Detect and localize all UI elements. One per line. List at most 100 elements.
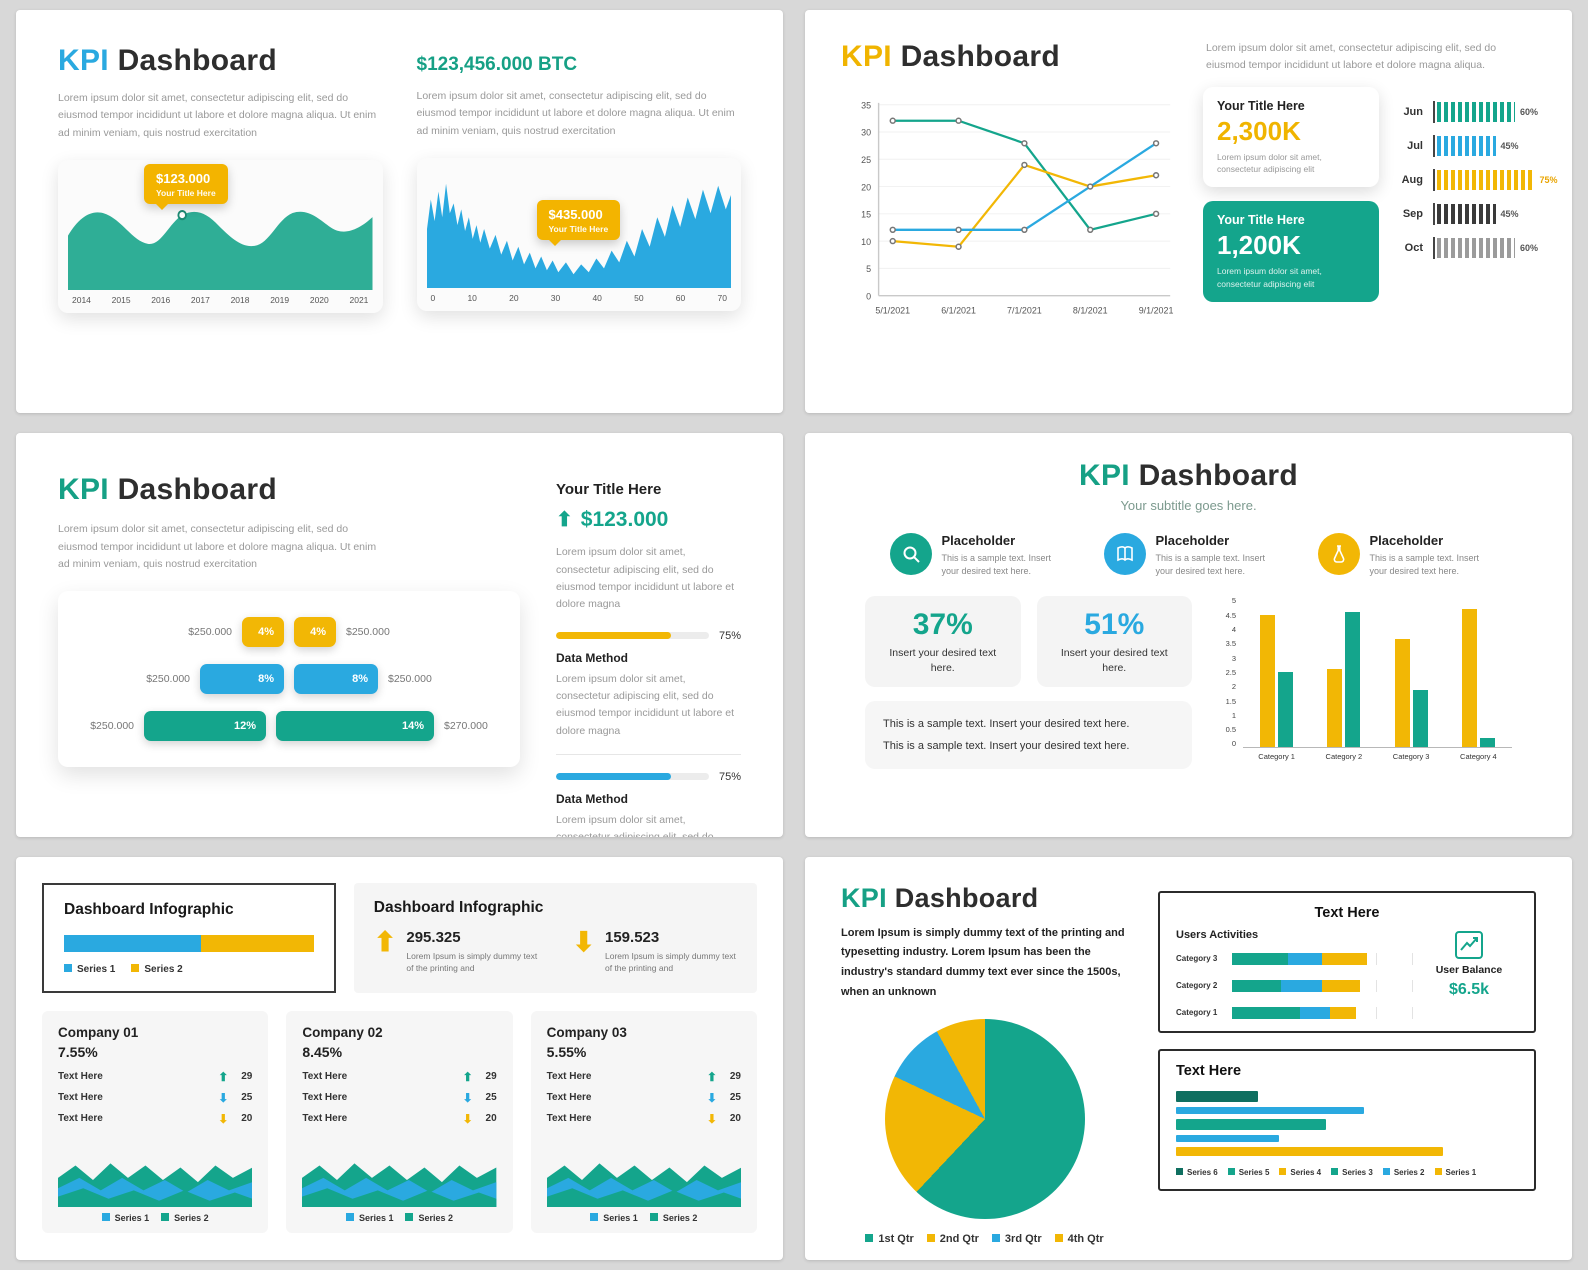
btc-heading: $123,456.000 BTC: [416, 54, 578, 75]
slide5-top-row: Dashboard Infographic Series 1 Series 2 …: [42, 882, 757, 993]
amount-row: ⬆ $123.000: [556, 508, 741, 532]
amount-label: $250.000: [388, 673, 432, 686]
y-tick-label: 25: [861, 155, 871, 165]
x-tick-label: 6/1/2021: [941, 305, 976, 315]
users-activities-chart: Users Activities Category 3: [1176, 929, 1420, 1019]
progress-text: Lorem ipsum dolor sit amet, consectetur …: [556, 813, 714, 837]
sample-text-line: This is a sample text. Insert your desir…: [883, 739, 1130, 752]
progress-row: 75%: [556, 630, 741, 642]
slide4-bottom: 37% Insert your desired text here. 51% I…: [839, 596, 1538, 769]
kpi-value: 20: [241, 1113, 253, 1125]
kpi-row: Text Here ⬇ 25: [547, 1091, 741, 1105]
blue-segment: [1288, 952, 1323, 965]
legend-swatch: [1382, 1167, 1390, 1175]
x-tick-label: 0: [430, 292, 436, 303]
amount-label: $250.000: [90, 720, 134, 733]
company-percent: 8.45%: [302, 1043, 343, 1060]
stacked-bar: [1232, 979, 1420, 992]
kpi-value: 25: [729, 1092, 741, 1104]
percent-label: 75%: [1539, 174, 1558, 185]
placeholder-text: This is a sample text. Insert your desir…: [941, 553, 1052, 577]
legend: Series 1 Series 2: [58, 1212, 252, 1223]
legend-swatch: [649, 1212, 658, 1221]
card-text: Lorem ipsum dolor sit amet, consectetur …: [1217, 151, 1322, 174]
placeholder-row: Placeholder This is a sample text. Inser…: [839, 533, 1538, 578]
y-tick-label: 4: [1231, 625, 1236, 635]
blue-segment: [1280, 979, 1323, 992]
kpi-row: Text Here ⬇ 25: [58, 1091, 252, 1105]
x-tick-label: 30: [550, 292, 561, 303]
bar-fill: [1437, 169, 1535, 190]
x-tick-label: 5/1/2021: [875, 305, 910, 315]
company-name: Company 02: [302, 1024, 383, 1040]
card-value: 2,300K: [1217, 115, 1301, 146]
placeholder-text-block: Placeholder This is a sample text. Inser…: [1156, 533, 1274, 578]
blue-segment: [1299, 1006, 1330, 1019]
legend: Series 1 Series 2: [547, 1212, 741, 1223]
legend-swatch: [1227, 1167, 1235, 1175]
kpi-label: Text Here: [302, 1071, 348, 1083]
horizontal-bars: [1176, 1090, 1518, 1156]
slide-5: Dashboard Infographic Series 1 Series 2 …: [16, 856, 783, 1260]
green-area-chart: [68, 209, 373, 290]
amount-label: $270.000: [444, 720, 488, 733]
pie-legend: 1st Qtr 2nd Qtr 3rd Qtr 4th Qtr: [841, 1233, 1128, 1245]
legend-label: Series 2: [662, 1212, 698, 1223]
yellow-segment: [1322, 952, 1368, 965]
month-label: Oct: [1404, 241, 1423, 254]
legend-label: Series 5: [1238, 1167, 1270, 1177]
legend-item: Series 1: [1434, 1167, 1476, 1177]
series-bar: [1176, 1146, 1443, 1156]
percent-label: 45%: [1500, 140, 1519, 151]
amount-label: $250.000: [146, 673, 190, 686]
y-tick-label: 5: [866, 264, 871, 274]
bar-group: [1260, 615, 1294, 748]
legend-swatch: [345, 1212, 354, 1221]
x-tick-label: 2018: [230, 294, 250, 305]
legend-item: Series 2: [405, 1212, 453, 1223]
y-tick-label: 2: [1231, 682, 1236, 692]
placeholder-title: Placeholder: [1155, 533, 1230, 549]
slide4-subtitle: Your subtitle goes here.: [1120, 498, 1257, 514]
bar-fill: [1437, 203, 1496, 224]
percent-badge: 4%: [242, 617, 284, 648]
kpi-label: Text Here: [546, 1092, 592, 1104]
stat-value: 159.523: [605, 928, 660, 946]
percent-badge: 4%: [294, 617, 336, 648]
company-percent: 5.55%: [546, 1043, 587, 1060]
kpi-value: 20: [485, 1113, 497, 1125]
category-label: Category 1: [1258, 752, 1295, 762]
progress-fill: [556, 632, 671, 640]
slide1-left-paragraph: Lorem ipsum dolor sit amet, consectetur …: [58, 92, 377, 139]
kpi-label: Text Here: [546, 1113, 592, 1125]
callout-label: Your Title Here: [548, 223, 609, 234]
green-bar: [1412, 690, 1428, 748]
sample-text-line: This is a sample text. Insert your desir…: [883, 717, 1130, 730]
category-label: Category 3: [1176, 954, 1218, 964]
series2-segment: [201, 934, 314, 952]
series-bar: [1176, 1134, 1279, 1142]
progress-row: 75%: [556, 771, 741, 783]
stat-text-block: 295.325 Lorem Ipsum is simply dummy text…: [406, 929, 538, 975]
down-arrow-icon: ⬇: [462, 1090, 473, 1105]
month-label: Aug: [1401, 173, 1423, 186]
stat-text-block: 159.523 Lorem Ipsum is simply dummy text…: [605, 929, 737, 975]
legend-swatch: [1176, 1167, 1183, 1175]
x-tick-label: 2014: [72, 294, 91, 305]
title-accent: KPI: [841, 882, 887, 913]
placeholder-item: Placeholder This is a sample text. Inser…: [889, 533, 1060, 578]
box-title: Dashboard Infographic: [64, 900, 234, 918]
box-title: Text Here: [1176, 1062, 1242, 1079]
progress-fill: [556, 773, 671, 781]
legend-item: Series 3: [1331, 1167, 1373, 1177]
legend-swatch: [101, 1212, 110, 1221]
amount-label: $250.000: [188, 626, 232, 639]
y-tick-label: 20: [861, 182, 871, 192]
stats-row: 37% Insert your desired text here. 51% I…: [865, 596, 1192, 687]
legend-item: Series 2: [161, 1212, 209, 1223]
placeholder-text-block: Placeholder This is a sample text. Inser…: [1370, 533, 1488, 578]
legend: Series 1 Series 2: [302, 1212, 496, 1223]
stat-value: 37%: [912, 608, 973, 642]
kpi-value: 25: [485, 1092, 497, 1104]
kpi-row: Text Here ⬆ 29: [547, 1070, 741, 1084]
